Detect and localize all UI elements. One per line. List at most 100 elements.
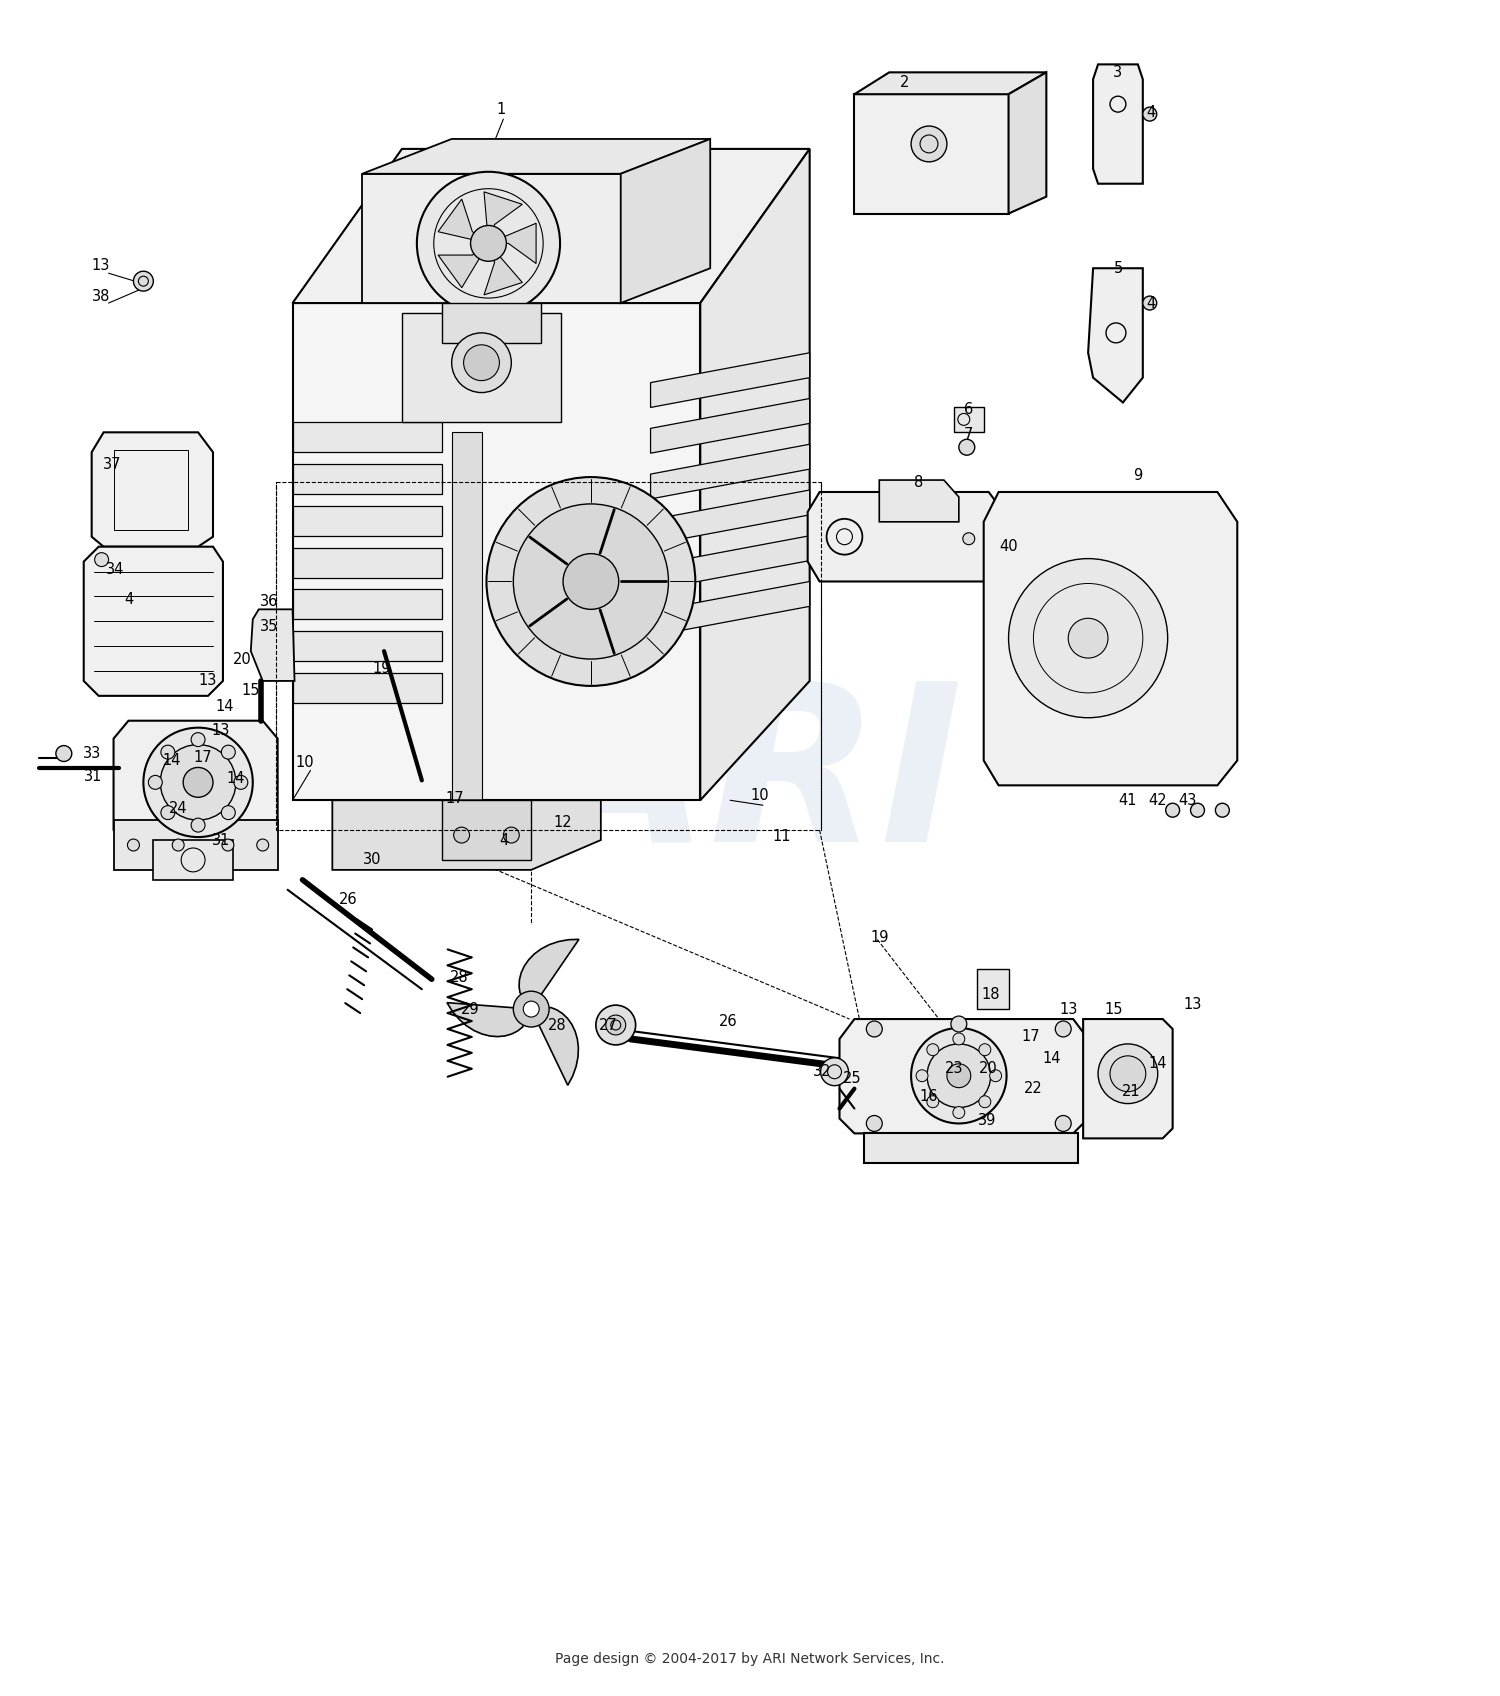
Circle shape [134, 271, 153, 292]
Polygon shape [621, 139, 710, 304]
Text: 22: 22 [1024, 1080, 1042, 1096]
Text: 1: 1 [496, 102, 506, 117]
Text: 20: 20 [232, 651, 250, 667]
Text: 8: 8 [915, 475, 924, 490]
Text: 43: 43 [1179, 792, 1197, 807]
Circle shape [952, 1106, 964, 1118]
Text: 7: 7 [964, 427, 974, 443]
Polygon shape [441, 304, 542, 343]
Polygon shape [402, 314, 561, 422]
Circle shape [927, 1096, 939, 1107]
Text: 31: 31 [84, 768, 102, 784]
Polygon shape [438, 244, 489, 288]
Polygon shape [362, 139, 710, 173]
Text: 16: 16 [920, 1089, 939, 1104]
Text: 20: 20 [980, 1062, 998, 1077]
Polygon shape [855, 73, 1047, 95]
Circle shape [562, 553, 618, 609]
Circle shape [958, 439, 975, 455]
Text: 19: 19 [374, 660, 392, 675]
Circle shape [1143, 107, 1156, 120]
Circle shape [946, 1063, 970, 1087]
Polygon shape [984, 492, 1238, 785]
Text: 14: 14 [1149, 1057, 1167, 1072]
Text: 29: 29 [460, 1002, 480, 1016]
Circle shape [606, 1016, 625, 1035]
Circle shape [417, 171, 560, 315]
Circle shape [524, 1001, 538, 1018]
Circle shape [222, 840, 234, 851]
Circle shape [256, 840, 268, 851]
Text: 33: 33 [82, 746, 100, 762]
Polygon shape [441, 801, 531, 860]
Text: 5: 5 [1113, 261, 1122, 276]
Text: 26: 26 [339, 892, 357, 907]
Polygon shape [855, 95, 1008, 214]
Text: 4: 4 [500, 833, 508, 848]
Circle shape [128, 840, 140, 851]
Circle shape [1191, 804, 1204, 817]
Circle shape [144, 728, 254, 838]
Circle shape [513, 990, 549, 1028]
Polygon shape [438, 198, 489, 244]
Circle shape [160, 806, 176, 819]
Polygon shape [840, 1019, 1088, 1133]
Polygon shape [519, 940, 579, 1009]
Polygon shape [92, 432, 213, 546]
Polygon shape [292, 422, 441, 453]
Polygon shape [362, 173, 621, 304]
Circle shape [1215, 804, 1230, 817]
Circle shape [963, 533, 975, 544]
Text: 17: 17 [194, 750, 213, 765]
Text: 12: 12 [554, 814, 573, 829]
Polygon shape [651, 536, 810, 590]
Circle shape [1143, 297, 1156, 310]
Text: 35: 35 [260, 619, 278, 634]
Text: 26: 26 [718, 1014, 738, 1028]
Circle shape [453, 828, 470, 843]
Polygon shape [954, 407, 984, 432]
Circle shape [916, 1070, 928, 1082]
Text: 4: 4 [124, 592, 134, 607]
Polygon shape [864, 1133, 1078, 1163]
Circle shape [1166, 804, 1179, 817]
Text: 25: 25 [843, 1072, 861, 1085]
Text: 28: 28 [450, 970, 470, 985]
Polygon shape [114, 721, 278, 845]
Circle shape [821, 1058, 849, 1085]
Polygon shape [651, 490, 810, 544]
Text: 30: 30 [363, 853, 381, 867]
Circle shape [1056, 1021, 1071, 1036]
Polygon shape [651, 399, 810, 453]
Circle shape [148, 775, 162, 789]
Text: 14: 14 [162, 753, 180, 768]
Circle shape [222, 745, 236, 760]
Text: 10: 10 [296, 755, 314, 770]
Text: 18: 18 [981, 987, 1000, 1002]
Text: 10: 10 [750, 789, 770, 802]
Text: 42: 42 [1149, 792, 1167, 807]
Text: 14: 14 [1042, 1052, 1060, 1067]
Circle shape [927, 1045, 990, 1107]
Text: 19: 19 [870, 929, 888, 945]
Text: 28: 28 [548, 1018, 567, 1033]
Circle shape [234, 775, 248, 789]
Text: 13: 13 [92, 258, 110, 273]
Text: 15: 15 [1104, 1002, 1124, 1016]
Circle shape [1068, 619, 1108, 658]
Polygon shape [651, 353, 810, 407]
Polygon shape [879, 480, 959, 522]
Circle shape [464, 344, 500, 380]
Circle shape [190, 817, 206, 833]
Circle shape [1056, 1116, 1071, 1131]
Text: 40: 40 [999, 539, 1018, 555]
Polygon shape [1088, 268, 1143, 402]
Circle shape [160, 745, 236, 821]
Polygon shape [651, 444, 810, 499]
Text: 36: 36 [260, 594, 278, 609]
Circle shape [951, 1016, 968, 1031]
Text: 3: 3 [1113, 64, 1122, 80]
Circle shape [447, 924, 615, 1094]
Text: 32: 32 [813, 1065, 832, 1079]
Text: 13: 13 [200, 673, 217, 689]
